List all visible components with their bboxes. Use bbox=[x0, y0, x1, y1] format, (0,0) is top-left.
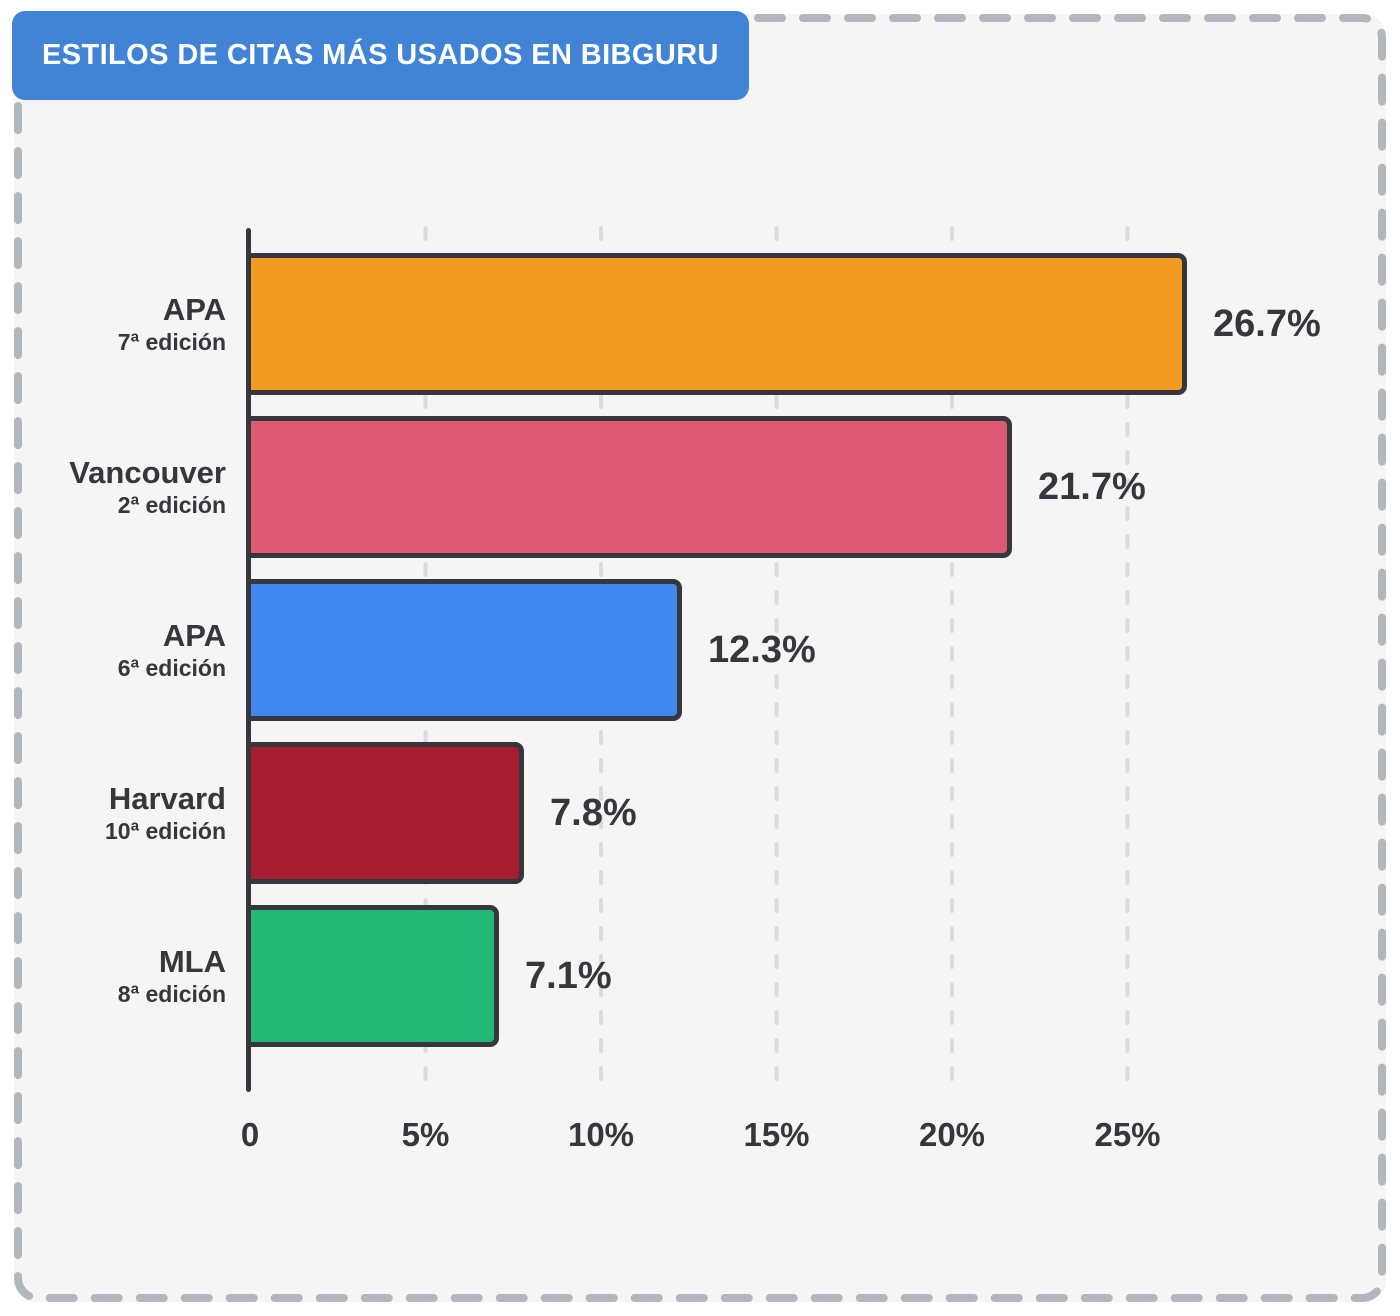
chart-title: ESTILOS DE CITAS MÁS USADOS EN BIBGURU bbox=[42, 39, 719, 71]
category-name: Vancouver bbox=[69, 455, 226, 491]
category-name: Harvard bbox=[108, 781, 226, 817]
bar bbox=[246, 579, 682, 721]
bar bbox=[246, 742, 524, 884]
value-label: 12.3% bbox=[708, 628, 816, 671]
category-name: MLA bbox=[158, 944, 226, 980]
x-tick-label: 20% bbox=[918, 1116, 986, 1153]
x-tick-label: 0 bbox=[240, 1116, 260, 1153]
value-label: 7.1% bbox=[525, 954, 612, 997]
category-edition: 8ª edición bbox=[117, 980, 226, 1007]
x-tick-label: 15% bbox=[743, 1116, 810, 1153]
x-tick-label: 5% bbox=[401, 1116, 450, 1153]
bar bbox=[246, 253, 1187, 395]
category-label: APA 7ª edición bbox=[0, 253, 226, 395]
value-label: 21.7% bbox=[1038, 465, 1146, 508]
x-tick-label: 25% bbox=[1094, 1116, 1161, 1153]
category-label: Vancouver 2ª edición bbox=[0, 416, 226, 558]
category-label: APA 6ª edición bbox=[0, 579, 226, 721]
bar bbox=[246, 416, 1012, 558]
category-label: MLA 8ª edición bbox=[0, 905, 226, 1047]
category-edition: 10ª edición bbox=[105, 817, 226, 844]
x-tick-label: 10% bbox=[567, 1116, 635, 1153]
category-edition: 7ª edición bbox=[117, 328, 226, 355]
category-name: APA bbox=[162, 618, 226, 654]
category-label: Harvard 10ª edición bbox=[0, 742, 226, 884]
value-label: 7.8% bbox=[550, 791, 637, 834]
card-border-rect bbox=[14, 14, 1386, 1302]
bar bbox=[246, 905, 499, 1047]
category-edition: 6ª edición bbox=[117, 654, 226, 681]
category-name: APA bbox=[162, 292, 226, 328]
card-background bbox=[14, 14, 1386, 1302]
category-edition: 2ª edición bbox=[117, 491, 226, 518]
chart-title-box: ESTILOS DE CITAS MÁS USADOS EN BIBGURU bbox=[12, 11, 749, 100]
value-label: 26.7% bbox=[1213, 302, 1321, 345]
